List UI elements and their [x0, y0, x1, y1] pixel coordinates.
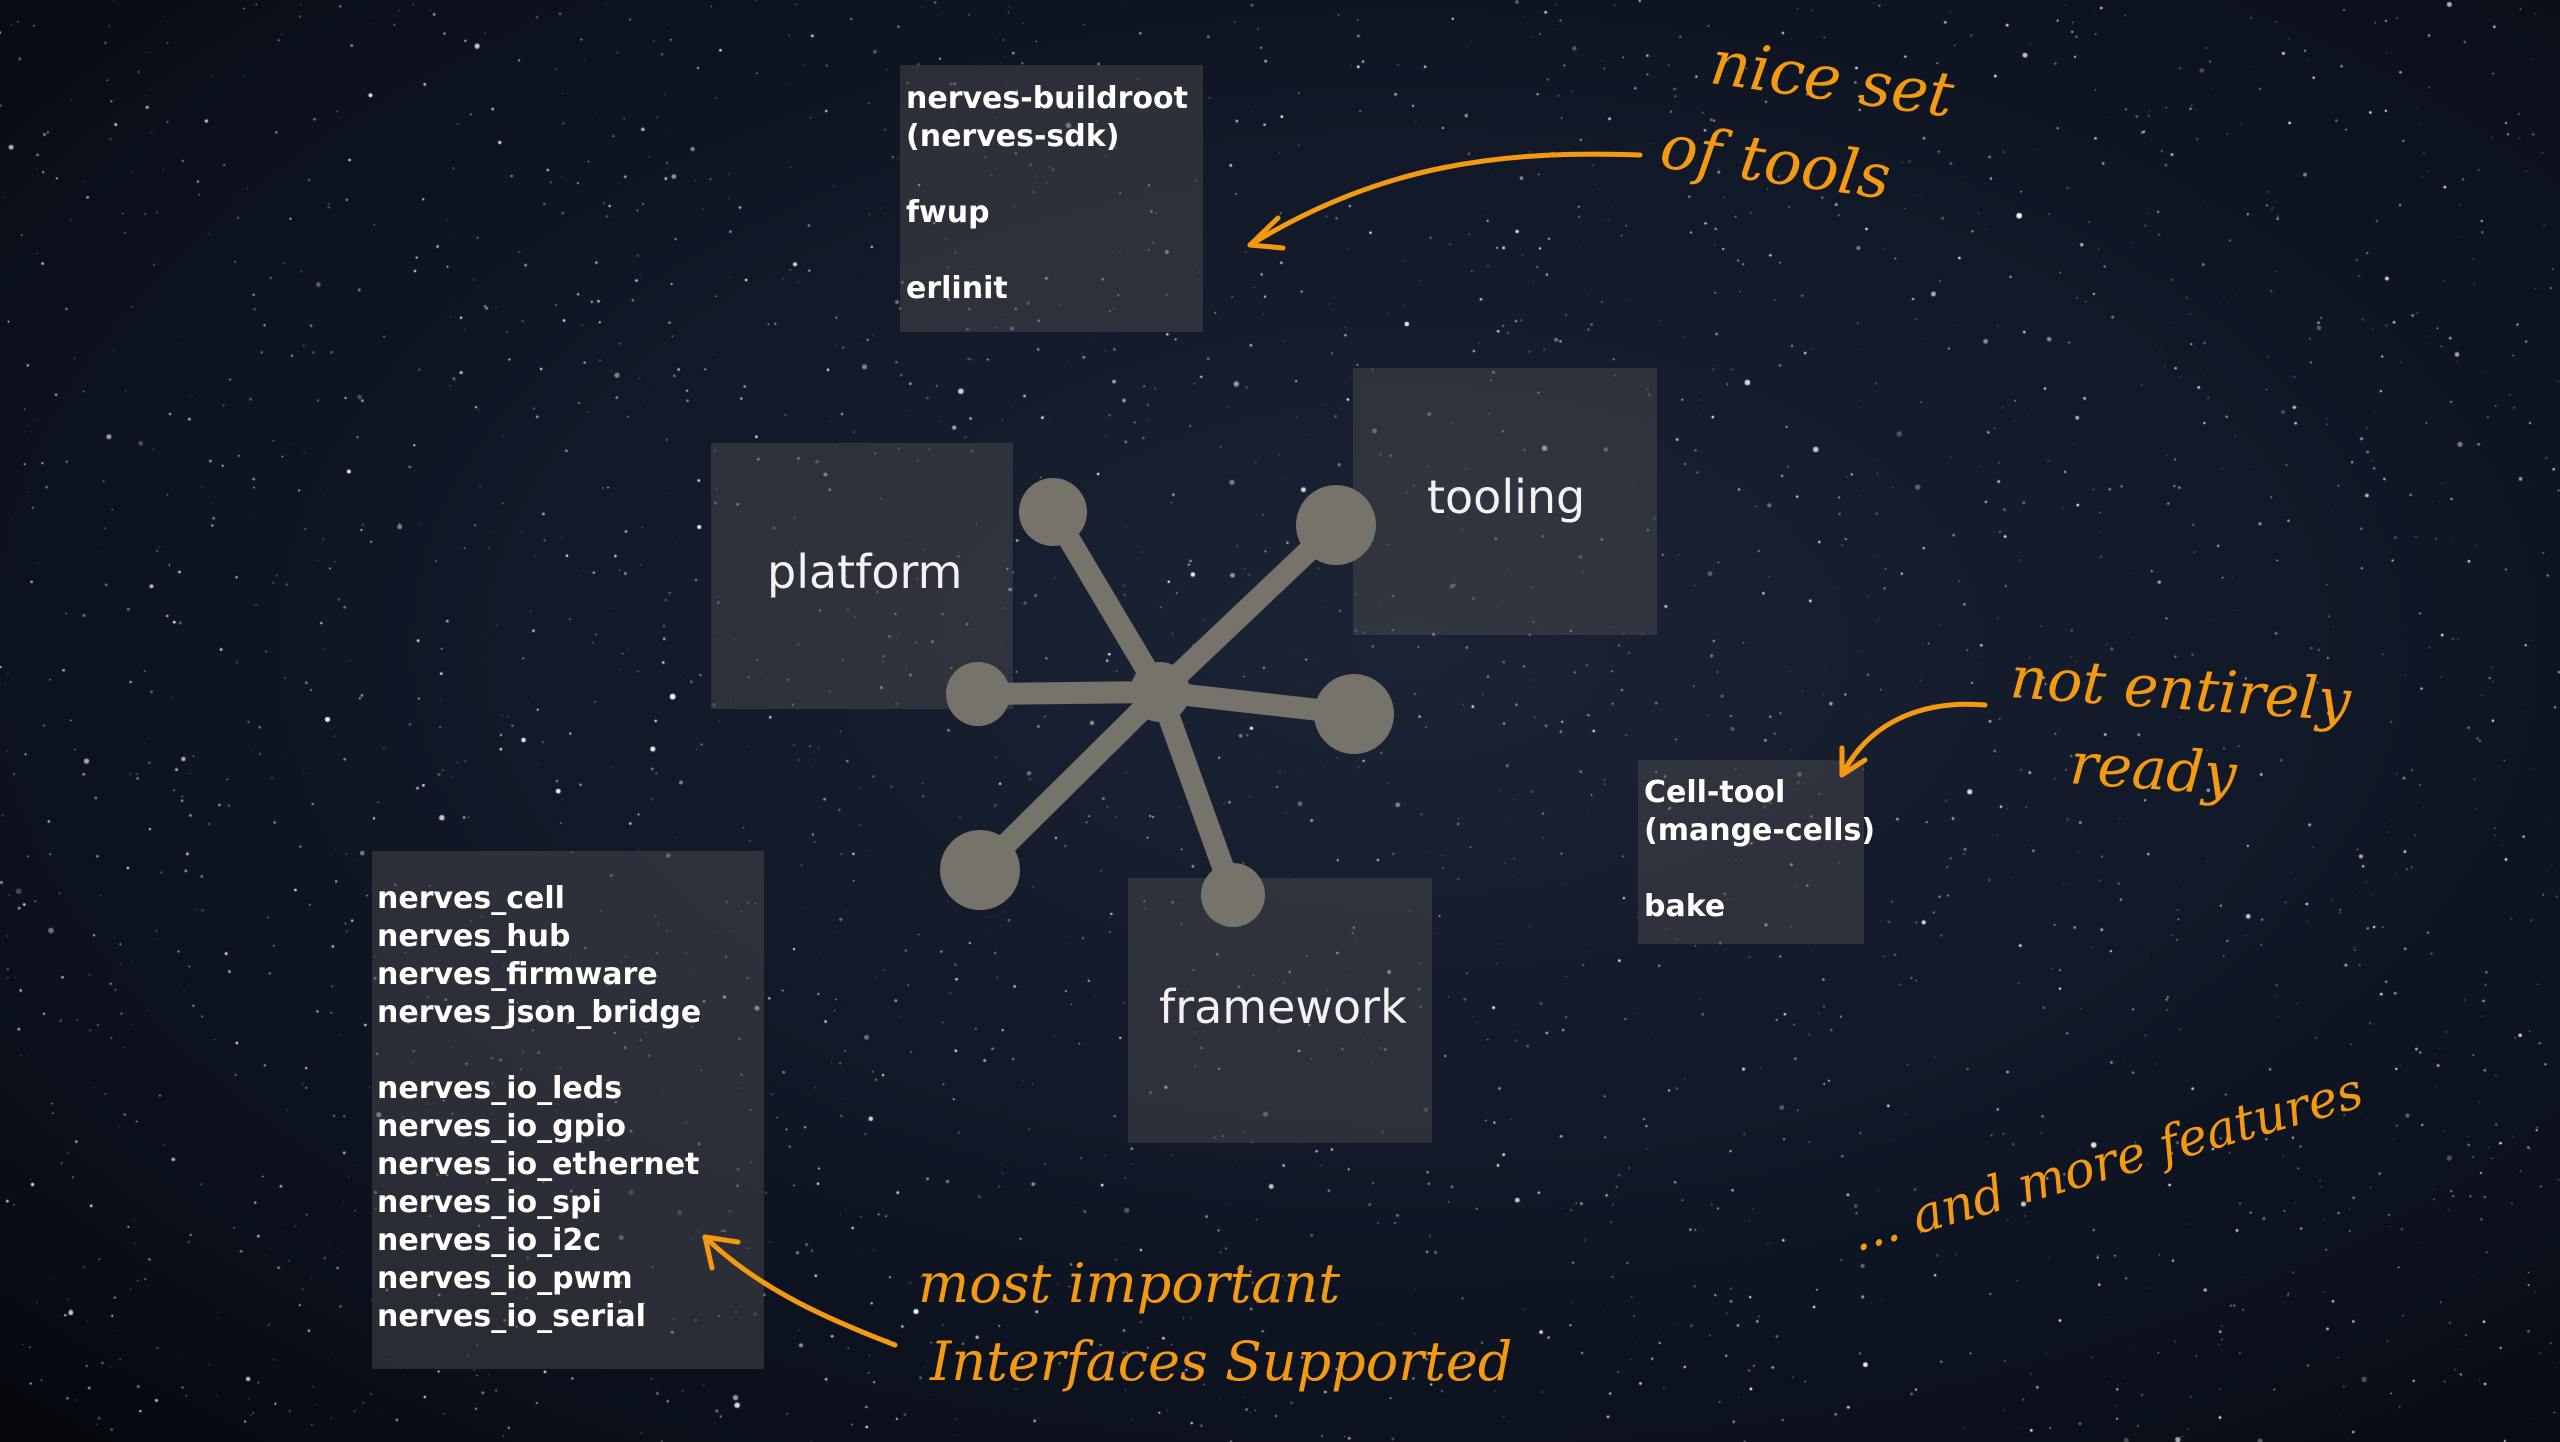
framework-label: framework	[1159, 980, 1407, 1034]
list-item: nerves_io_pwm	[377, 1261, 633, 1296]
list-item: nerves_io_spi	[377, 1185, 602, 1220]
tooling-panel	[1353, 368, 1657, 635]
list-item: nerves_firmware	[377, 957, 658, 992]
list-item: (mange-cells)	[1644, 813, 1876, 848]
tools-list: nerves-buildroot (nerves-sdk) fwup erlin…	[906, 80, 1188, 308]
ready-note: ready	[2067, 729, 2239, 809]
libraries-panel	[372, 851, 764, 1369]
list-item: nerves-buildroot	[906, 81, 1188, 116]
list-item: nerves_json_bridge	[377, 995, 702, 1030]
most-important-note: most important	[918, 1252, 1341, 1315]
cell-tool-panel	[1638, 760, 1864, 944]
list-item: (nerves-sdk)	[906, 119, 1120, 154]
list-item: nerves_io_serial	[377, 1299, 646, 1334]
list-item: nerves_io_leds	[377, 1071, 623, 1106]
framework-panel	[1128, 878, 1432, 1143]
interfaces-supported-note: Interfaces Supported	[930, 1330, 1513, 1393]
list-item: Cell-tool	[1644, 775, 1786, 810]
tools-list-panel	[900, 65, 1203, 332]
list-item: nerves_io_gpio	[377, 1109, 626, 1144]
list-item: nerves_hub	[377, 919, 571, 954]
platform-panel	[711, 443, 1013, 709]
list-item: fwup	[906, 195, 990, 230]
tooling-label: tooling	[1427, 470, 1586, 524]
list-item: nerves_cell	[377, 881, 565, 916]
list-item: bake	[1644, 889, 1726, 924]
cell-tool-list: Cell-tool (mange-cells) bake	[1644, 774, 1875, 926]
libraries-list: nerves_cell nerves_hub nerves_firmware n…	[377, 880, 701, 1336]
list-item: nerves_io_i2c	[377, 1223, 602, 1258]
list-item: nerves_io_ethernet	[377, 1147, 700, 1182]
list-item: erlinit	[906, 271, 1008, 306]
platform-label: platform	[767, 545, 963, 599]
